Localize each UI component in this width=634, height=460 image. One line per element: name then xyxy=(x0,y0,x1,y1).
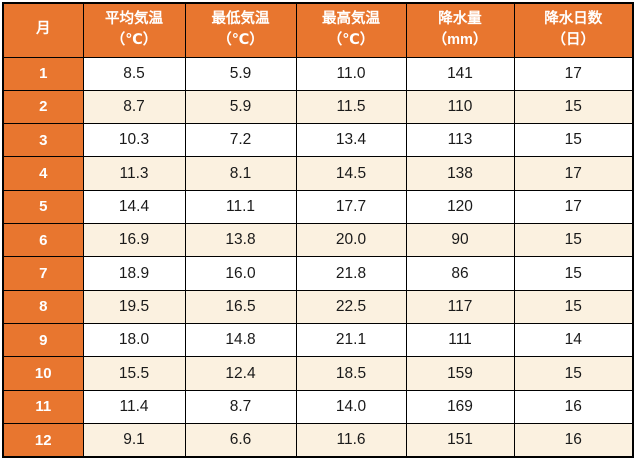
precipitation-cell: 113 xyxy=(405,123,515,158)
table-row: 10 15.5 12.4 18.5 159 15 xyxy=(2,356,634,391)
max-temp-cell: 14.5 xyxy=(295,156,407,191)
month-cell: 2 xyxy=(2,89,84,125)
precipitation-cell: 117 xyxy=(405,289,515,325)
header-month: 月 xyxy=(2,2,84,58)
precipitation-cell: 110 xyxy=(405,89,515,125)
avg-temp-cell: 8.5 xyxy=(82,56,186,91)
max-temp-cell: 21.1 xyxy=(295,323,407,358)
table-row: 9 18.0 14.8 21.1 111 14 xyxy=(2,323,634,358)
avg-temp-cell: 19.5 xyxy=(82,289,186,325)
table-row: 1 8.5 5.9 11.0 141 17 xyxy=(2,56,634,91)
min-temp-cell: 16.0 xyxy=(184,256,297,291)
precipitation-cell: 138 xyxy=(405,156,515,191)
min-temp-cell: 7.2 xyxy=(184,123,297,158)
avg-temp-cell: 18.0 xyxy=(82,323,186,358)
header-max-temp: 最高気温 （℃） xyxy=(295,2,407,58)
precipitation-days-cell: 15 xyxy=(513,89,634,125)
month-cell: 6 xyxy=(2,223,84,258)
max-temp-cell: 11.0 xyxy=(295,56,407,91)
table-row: 7 18.9 16.0 21.8 86 15 xyxy=(2,256,634,291)
precipitation-days-cell: 15 xyxy=(513,356,634,391)
min-temp-cell: 6.6 xyxy=(184,423,297,458)
header-row: 月 平均気温 （℃） 最低気温 （℃） 最高気温 （℃） 降水量 （mm） 降水… xyxy=(2,2,634,58)
table-row: 2 8.7 5.9 11.5 110 15 xyxy=(2,89,634,125)
month-cell: 8 xyxy=(2,289,84,325)
avg-temp-cell: 15.5 xyxy=(82,356,186,391)
max-temp-cell: 18.5 xyxy=(295,356,407,391)
precipitation-cell: 151 xyxy=(405,423,515,458)
month-cell: 11 xyxy=(2,389,84,425)
min-temp-cell: 5.9 xyxy=(184,56,297,91)
table-row: 6 16.9 13.8 20.0 90 15 xyxy=(2,223,634,258)
table-row: 3 10.3 7.2 13.4 113 15 xyxy=(2,123,634,158)
header-precipitation-days: 降水日数 （日） xyxy=(513,2,634,58)
precipitation-days-cell: 16 xyxy=(513,389,634,425)
header-precipitation: 降水量 （mm） xyxy=(405,2,515,58)
avg-temp-cell: 14.4 xyxy=(82,189,186,225)
precipitation-days-cell: 17 xyxy=(513,56,634,91)
month-cell: 10 xyxy=(2,356,84,391)
precipitation-cell: 86 xyxy=(405,256,515,291)
precipitation-days-cell: 15 xyxy=(513,123,634,158)
precipitation-days-cell: 17 xyxy=(513,189,634,225)
max-temp-cell: 22.5 xyxy=(295,289,407,325)
precipitation-cell: 111 xyxy=(405,323,515,358)
table-row: 4 11.3 8.1 14.5 138 17 xyxy=(2,156,634,191)
min-temp-cell: 16.5 xyxy=(184,289,297,325)
avg-temp-cell: 9.1 xyxy=(82,423,186,458)
month-cell: 1 xyxy=(2,56,84,91)
min-temp-cell: 5.9 xyxy=(184,89,297,125)
precipitation-days-cell: 17 xyxy=(513,156,634,191)
table-row: 8 19.5 16.5 22.5 117 15 xyxy=(2,289,634,325)
precipitation-cell: 169 xyxy=(405,389,515,425)
precipitation-cell: 120 xyxy=(405,189,515,225)
month-cell: 7 xyxy=(2,256,84,291)
table-row: 5 14.4 11.1 17.7 120 17 xyxy=(2,189,634,225)
month-cell: 12 xyxy=(2,423,84,458)
min-temp-cell: 14.8 xyxy=(184,323,297,358)
avg-temp-cell: 10.3 xyxy=(82,123,186,158)
min-temp-cell: 8.1 xyxy=(184,156,297,191)
precipitation-cell: 159 xyxy=(405,356,515,391)
precipitation-days-cell: 14 xyxy=(513,323,634,358)
max-temp-cell: 14.0 xyxy=(295,389,407,425)
table-row: 12 9.1 6.6 11.6 151 16 xyxy=(2,423,634,458)
month-cell: 5 xyxy=(2,189,84,225)
precipitation-days-cell: 15 xyxy=(513,223,634,258)
min-temp-cell: 13.8 xyxy=(184,223,297,258)
month-cell: 4 xyxy=(2,156,84,191)
precipitation-cell: 90 xyxy=(405,223,515,258)
min-temp-cell: 8.7 xyxy=(184,389,297,425)
avg-temp-cell: 11.3 xyxy=(82,156,186,191)
table-row: 11 11.4 8.7 14.0 169 16 xyxy=(2,389,634,425)
avg-temp-cell: 18.9 xyxy=(82,256,186,291)
precipitation-cell: 141 xyxy=(405,56,515,91)
min-temp-cell: 12.4 xyxy=(184,356,297,391)
precipitation-days-cell: 15 xyxy=(513,289,634,325)
month-cell: 3 xyxy=(2,123,84,158)
min-temp-cell: 11.1 xyxy=(184,189,297,225)
precipitation-days-cell: 15 xyxy=(513,256,634,291)
avg-temp-cell: 16.9 xyxy=(82,223,186,258)
header-min-temp: 最低気温 （℃） xyxy=(184,2,297,58)
max-temp-cell: 11.6 xyxy=(295,423,407,458)
max-temp-cell: 11.5 xyxy=(295,89,407,125)
max-temp-cell: 21.8 xyxy=(295,256,407,291)
avg-temp-cell: 8.7 xyxy=(82,89,186,125)
max-temp-cell: 20.0 xyxy=(295,223,407,258)
avg-temp-cell: 11.4 xyxy=(82,389,186,425)
max-temp-cell: 17.7 xyxy=(295,189,407,225)
month-cell: 9 xyxy=(2,323,84,358)
max-temp-cell: 13.4 xyxy=(295,123,407,158)
precipitation-days-cell: 16 xyxy=(513,423,634,458)
header-avg-temp: 平均気温 （℃） xyxy=(82,2,186,58)
